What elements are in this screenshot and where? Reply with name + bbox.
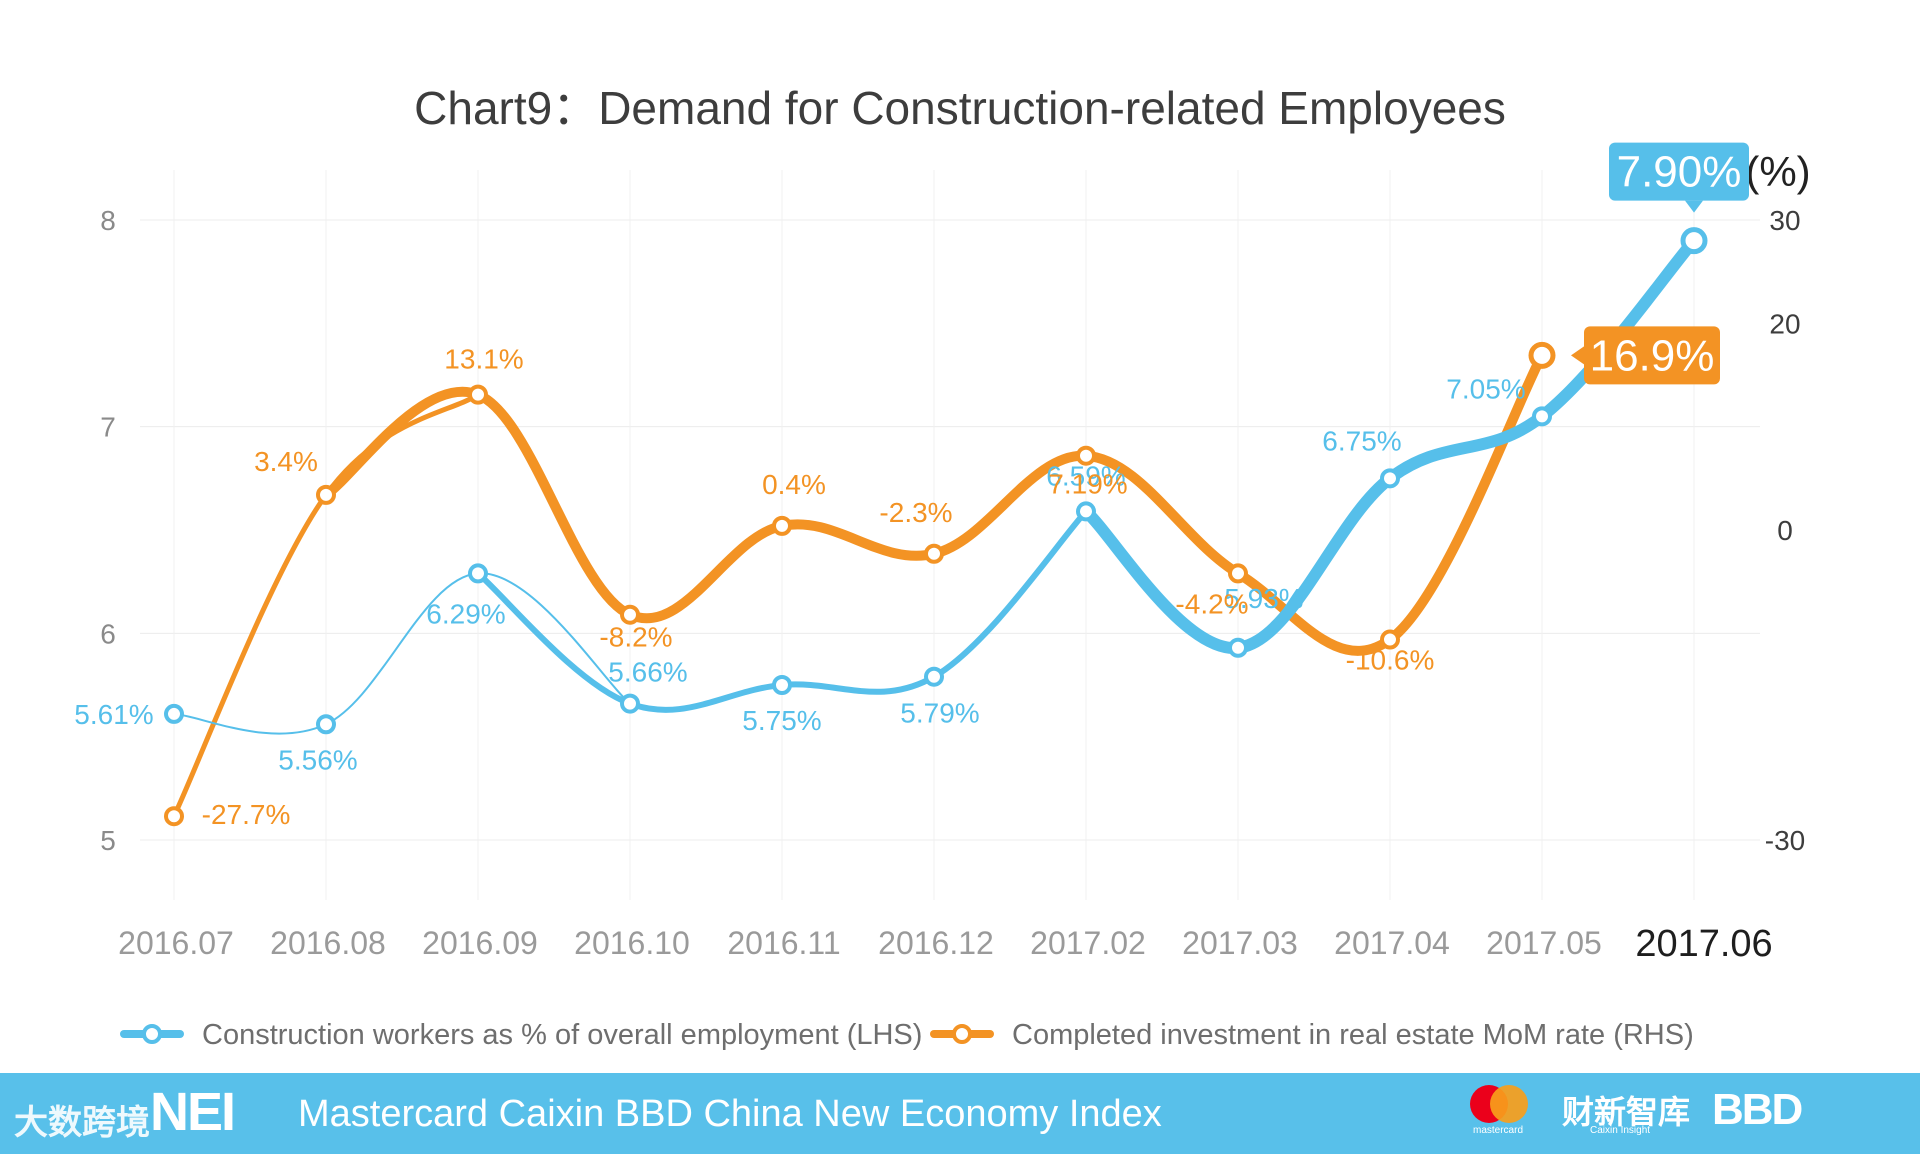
- x-axis-tick-label: 2017.04: [1334, 925, 1450, 961]
- data-point-completed-investment: [316, 484, 336, 505]
- data-label-completed-investment: -27.7%: [202, 799, 291, 830]
- data-label-construction-workers: 5.56%: [278, 744, 357, 775]
- data-point-completed-investment: [620, 604, 640, 625]
- callout-box-construction-workers: [1609, 142, 1749, 201]
- data-point-construction-workers: [1076, 501, 1096, 522]
- data-point-construction-workers: [924, 666, 944, 687]
- data-point-completed-investment: [1228, 563, 1248, 584]
- data-point-construction-workers: [772, 675, 792, 695]
- data-label-construction-workers: 7.05%: [1446, 373, 1525, 404]
- data-label-construction-workers: 5.66%: [608, 657, 687, 688]
- line-chart: Chart9：Demand for Construction-related E…: [74, 82, 1810, 1051]
- x-axis-tick-label: 2016.08: [270, 925, 386, 961]
- data-point-completed-investment: [164, 806, 184, 827]
- data-label-completed-investment: 0.4%: [762, 469, 826, 500]
- x-axis-tick-label: 2016.07: [118, 925, 234, 961]
- mastercard-orange-circle-icon: [1490, 1085, 1528, 1123]
- data-label-construction-workers: 5.79%: [900, 698, 979, 729]
- data-point-construction-workers: [1380, 468, 1400, 489]
- series-line-segment: [171, 392, 481, 819]
- right-axis-tick-label: -30: [1765, 825, 1805, 856]
- data-point-completed-investment: [468, 384, 488, 405]
- series-line-segment: [173, 572, 631, 735]
- data-point-completed-investment: [772, 515, 792, 536]
- data-point-completed-investment: [1076, 445, 1096, 466]
- right-axis-tick-label: 0: [1777, 515, 1793, 546]
- footer-title: Mastercard Caixin BBD China New Economy …: [298, 1093, 1162, 1135]
- caixin-logo: 财新智库: [1562, 1093, 1691, 1131]
- data-point-construction-workers: [1228, 637, 1248, 658]
- nei-logo: NEI: [150, 1082, 236, 1142]
- data-point-construction-workers: [468, 563, 488, 584]
- callout-pointer-construction-workers: [1685, 200, 1703, 213]
- x-axis-tick-label: 2016.09: [422, 925, 538, 961]
- legend-label-construction-workers: Construction workers as % of overall emp…: [202, 1019, 922, 1051]
- data-label-construction-workers: 6.29%: [426, 598, 505, 629]
- data-label-construction-workers: 5.93%: [1224, 583, 1303, 614]
- data-label-completed-investment: 7.19%: [1048, 469, 1127, 500]
- x-axis-tick-label: 2017.05: [1486, 925, 1602, 961]
- x-axis-tick-label: 2016.10: [574, 925, 690, 961]
- gridlines: [140, 170, 1760, 900]
- data-point-construction-workers: [316, 714, 336, 735]
- data-label-completed-investment: 13.1%: [444, 344, 523, 375]
- callout-box-completed-investment: [1584, 326, 1720, 385]
- data-point-construction-workers: [1680, 227, 1708, 255]
- data-label-completed-investment: -10.6%: [1346, 645, 1435, 676]
- x-axis-tick-label: 2017.02: [1030, 925, 1146, 961]
- callout-pointer-completed-investment: [1571, 346, 1584, 365]
- mastercard-logo: mastercard: [1466, 1085, 1530, 1145]
- left-axis-tick-label: 8: [100, 205, 116, 236]
- chart-title: Chart9：Demand for Construction-related E…: [414, 82, 1506, 134]
- data-point-construction-workers: [1532, 406, 1552, 427]
- data-label-construction-workers: 6.75%: [1322, 425, 1401, 456]
- x-axis-tick-label: 2016.12: [878, 925, 994, 961]
- legend: Construction workers as % of overall emp…: [120, 1019, 1694, 1051]
- data-point-completed-investment: [1528, 341, 1556, 369]
- right-axis-tick-label: 20: [1769, 308, 1800, 339]
- left-axis-tick-label: 6: [100, 618, 116, 649]
- legend-marker-construction-workers: [142, 1024, 162, 1044]
- caixin-sub-logo: Caixin Insight: [1590, 1125, 1651, 1136]
- callout-label-completed-investment: 16.9%: [1590, 331, 1715, 380]
- footer-band: 大数跨境 NEI Mastercard Caixin BBD China New…: [0, 1073, 1920, 1154]
- right-axis-tick-label: 30: [1769, 205, 1800, 236]
- x-axis-tick-label: 2016.11: [727, 925, 840, 961]
- data-point-construction-workers: [164, 703, 184, 724]
- data-label-completed-investment: -4.2%: [1175, 588, 1248, 619]
- data-point-completed-investment: [924, 543, 944, 564]
- x-axis-tick-label: 2017.03: [1182, 925, 1298, 961]
- mastercard-wordmark: mastercard: [1472, 1125, 1523, 1136]
- data-label-construction-workers: 6.59%: [1046, 460, 1125, 491]
- right-axis-unit-label: (%): [1745, 148, 1810, 195]
- legend-label-completed-investment: Completed investment in real estate MoM …: [1012, 1019, 1694, 1051]
- data-label-construction-workers: 5.75%: [742, 705, 821, 736]
- data-label-construction-workers: 5.61%: [74, 699, 153, 730]
- legend-marker-completed-investment: [952, 1024, 972, 1044]
- data-point-completed-investment: [1380, 629, 1400, 650]
- x-axis-tick-label: 2017.06: [1635, 923, 1772, 965]
- data-point-construction-workers: [620, 693, 640, 714]
- left-axis-tick-label: 7: [100, 412, 116, 443]
- data-label-completed-investment: -8.2%: [599, 622, 672, 653]
- callout-label-construction-workers: 7.90%: [1617, 148, 1742, 197]
- bbd-logo: BBD: [1712, 1085, 1803, 1134]
- left-axis-tick-label: 5: [100, 825, 116, 856]
- watermark-text: 大数跨境: [14, 1103, 150, 1143]
- data-label-completed-investment: 3.4%: [254, 446, 318, 477]
- data-label-completed-investment: -2.3%: [879, 497, 952, 528]
